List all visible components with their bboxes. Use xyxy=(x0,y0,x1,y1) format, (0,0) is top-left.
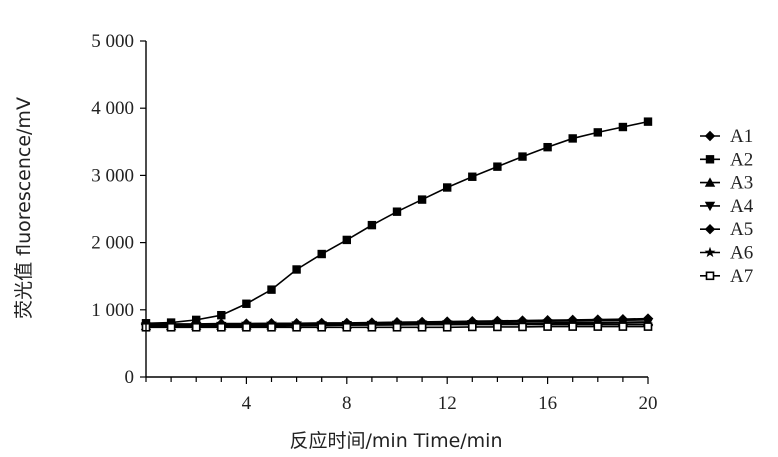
x-tick-label: 12 xyxy=(438,393,457,414)
y-tick-label: 4 000 xyxy=(91,98,134,119)
data-point-A2 xyxy=(342,235,351,245)
data-point-A2 xyxy=(317,249,326,259)
data-point-A2 xyxy=(217,310,226,320)
x-tick-label: 4 xyxy=(242,393,252,414)
data-point-A2 xyxy=(242,299,251,308)
legend-marker xyxy=(704,246,716,258)
data-point-A7 xyxy=(317,322,327,332)
data-point-A7 xyxy=(267,322,276,332)
x-tick-label: 16 xyxy=(538,393,557,414)
x-tick-label: 20 xyxy=(639,393,658,414)
y-tick-label: 0 xyxy=(125,367,135,388)
data-point-A7 xyxy=(467,322,477,332)
data-point-A2 xyxy=(518,152,527,161)
data-point-A2 xyxy=(493,162,502,171)
plot-area xyxy=(140,117,654,332)
legend-item-A4: A4 xyxy=(700,196,754,217)
data-point-A7 xyxy=(217,322,226,332)
legend-item-A7: A7 xyxy=(700,266,753,287)
legend-item-A3: A3 xyxy=(700,173,753,194)
x-axis-title: 反应时间/min Time/min xyxy=(290,430,503,452)
data-point-A6 xyxy=(642,314,654,325)
data-point-A7 xyxy=(493,322,502,332)
tick-labels: 0 1 000 2 000 3 000 4 000 5 000 4 8 12 16 20 xyxy=(91,31,657,414)
data-point-A6 xyxy=(491,316,503,327)
legend-item-A1: A1 xyxy=(700,126,753,147)
legend-marker xyxy=(705,155,715,164)
data-point-A2 xyxy=(292,265,301,274)
legend-marker xyxy=(704,201,716,212)
legend-label: A6 xyxy=(730,243,753,264)
data-point-A6 xyxy=(466,316,478,327)
data-point-A7 xyxy=(292,322,301,332)
legend-label: A5 xyxy=(730,219,753,240)
legend-label: A2 xyxy=(730,149,753,170)
data-point-A7 xyxy=(191,322,201,332)
y-axis-title: 荧光值 fluorescence/mV xyxy=(13,97,35,319)
data-point-A7 xyxy=(593,322,603,331)
axes xyxy=(140,40,649,384)
data-point-A2 xyxy=(443,183,452,192)
legend-item-A2: A2 xyxy=(700,149,753,170)
legend-marker xyxy=(704,224,716,235)
data-point-A7 xyxy=(342,322,352,332)
data-point-A2 xyxy=(267,285,276,294)
data-point-A7 xyxy=(166,322,176,332)
y-tick-label: 2 000 xyxy=(91,233,134,254)
y-tick-label: 5 000 xyxy=(91,31,134,52)
data-point-A6 xyxy=(391,317,403,328)
series-A7 xyxy=(141,322,653,332)
data-point-A2 xyxy=(593,128,602,137)
legend-marker xyxy=(704,177,716,187)
data-point-A6 xyxy=(617,314,629,325)
data-point-A6 xyxy=(592,314,604,326)
data-point-A7 xyxy=(518,322,527,332)
data-point-A2 xyxy=(568,134,577,143)
data-point-A7 xyxy=(392,322,402,332)
data-point-A2 xyxy=(643,117,653,126)
data-point-A7 xyxy=(643,322,653,331)
x-tick-label: 8 xyxy=(342,393,352,414)
data-point-A7 xyxy=(543,322,552,331)
data-point-A7 xyxy=(367,322,377,332)
legend-label: A4 xyxy=(730,196,754,217)
legend-item-A6: A6 xyxy=(700,243,753,264)
data-point-A7 xyxy=(568,322,578,331)
legend-item-A5: A5 xyxy=(700,219,753,240)
legend-label: A1 xyxy=(730,126,753,147)
legend-marker xyxy=(704,130,716,142)
data-point-A2 xyxy=(468,172,477,181)
data-point-A2 xyxy=(543,142,552,152)
data-point-A6 xyxy=(517,315,528,327)
data-point-A6 xyxy=(416,317,428,328)
data-point-A7 xyxy=(242,322,251,332)
data-point-A6 xyxy=(441,316,453,328)
y-tick-label: 3 000 xyxy=(91,165,134,186)
data-point-A6 xyxy=(567,315,579,326)
data-point-A2 xyxy=(618,122,628,132)
y-tick-label: 1 000 xyxy=(91,300,134,321)
data-point-A2 xyxy=(367,220,377,230)
data-point-A7 xyxy=(417,322,427,332)
data-point-A2 xyxy=(392,207,402,216)
legend-marker xyxy=(705,271,715,281)
legend-label: A7 xyxy=(730,266,753,287)
data-point-A6 xyxy=(542,315,554,326)
series-line-A2 xyxy=(145,120,649,325)
data-point-A7 xyxy=(618,322,628,331)
data-point-A2 xyxy=(417,195,427,204)
data-point-A7 xyxy=(442,322,452,332)
series-A2 xyxy=(141,117,653,328)
legend-label: A3 xyxy=(730,173,753,194)
